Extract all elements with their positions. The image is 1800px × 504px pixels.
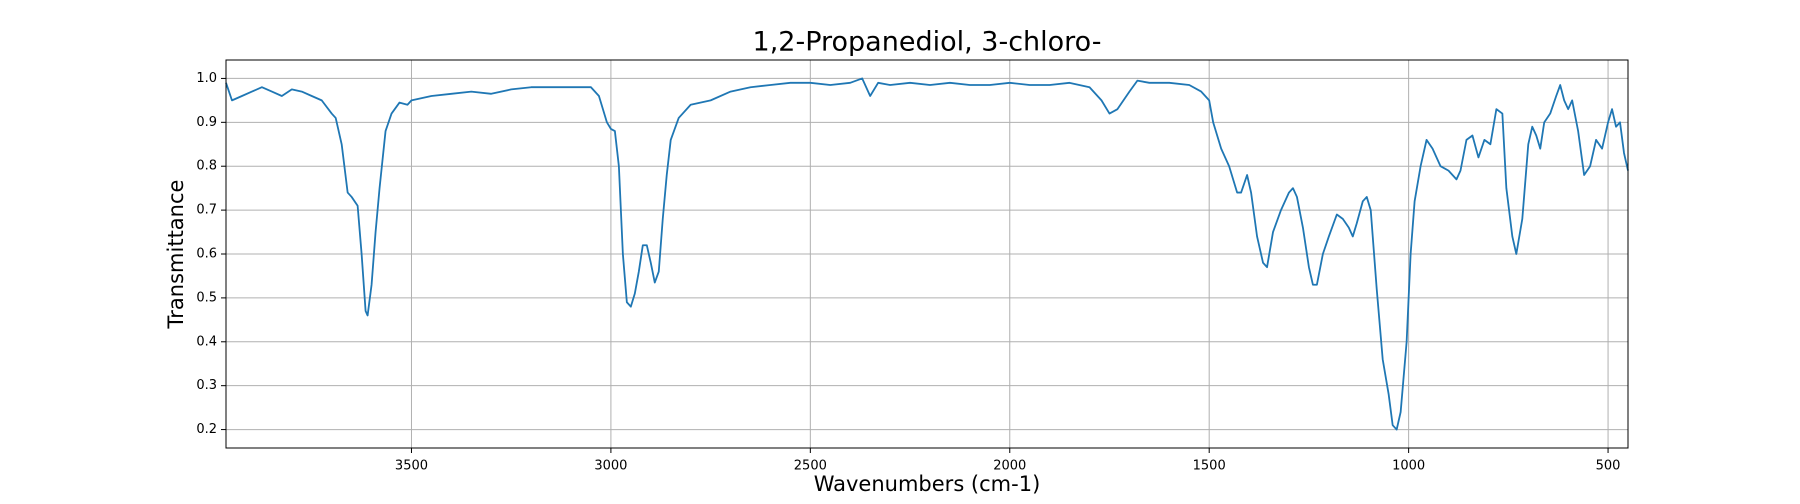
y-axis-label: Transmittance xyxy=(164,180,188,330)
x-tick-label: 1000 xyxy=(1392,459,1425,474)
x-tick-label: 3500 xyxy=(395,459,428,474)
y-tick-label: 1.0 xyxy=(196,71,217,86)
x-tick-label: 3000 xyxy=(594,459,627,474)
x-axis-label: Wavenumbers (cm-1) xyxy=(814,472,1041,496)
x-tick-label: 1500 xyxy=(1193,459,1226,474)
y-tick-label: 0.3 xyxy=(196,378,217,393)
chart-title: 1,2-Propanediol, 3-chloro- xyxy=(753,27,1102,58)
y-tick-label: 0.5 xyxy=(196,290,217,305)
x-tick-label: 2000 xyxy=(993,459,1026,474)
y-tick-label: 0.9 xyxy=(196,115,217,130)
y-tick-label: 0.7 xyxy=(196,203,217,218)
y-tick-label: 0.2 xyxy=(196,422,217,437)
y-tick-label: 0.4 xyxy=(196,334,217,349)
y-tick-label: 0.8 xyxy=(196,159,217,174)
x-tick-label: 500 xyxy=(1596,459,1621,474)
plot-frame xyxy=(225,59,1629,449)
x-tick-label: 2500 xyxy=(794,459,827,474)
y-tick-label: 0.6 xyxy=(196,247,217,262)
spectrum-line xyxy=(225,77,1629,431)
